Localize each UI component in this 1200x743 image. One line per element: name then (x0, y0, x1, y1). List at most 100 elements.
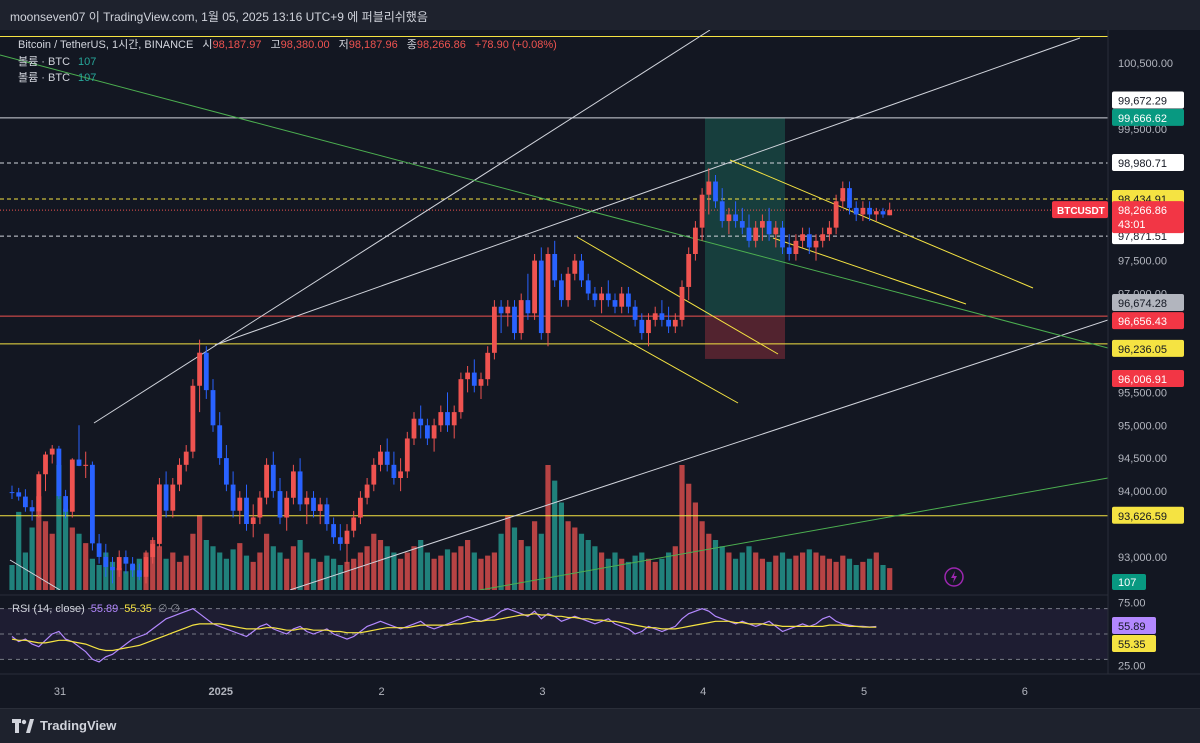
price-tag-label: 96,656.43 (1118, 316, 1167, 328)
candle (746, 227, 752, 241)
long-position-profit-zone[interactable] (705, 117, 785, 317)
candle (411, 418, 417, 439)
candle (143, 557, 149, 577)
candle (739, 221, 745, 228)
candle (599, 293, 604, 301)
candle (505, 306, 511, 314)
candle (652, 313, 658, 320)
trend-line[interactable] (93, 30, 711, 424)
trend-line[interactable] (576, 236, 779, 355)
volume-bar (304, 552, 310, 590)
candle (116, 557, 122, 571)
volume-bar (183, 555, 189, 590)
candle (130, 563, 135, 571)
candle (498, 306, 504, 314)
price-tag[interactable] (1112, 293, 1184, 311)
trend-line[interactable] (214, 37, 1081, 346)
candle (136, 570, 142, 577)
volume-bar (545, 465, 551, 590)
volume-bar (123, 571, 129, 590)
volume-bar (130, 565, 136, 590)
tradingview-logo[interactable]: TradingView (12, 718, 116, 733)
price-tag[interactable] (1112, 154, 1184, 172)
volume-bar (518, 540, 524, 590)
candle (672, 319, 678, 327)
volume-layer (9, 465, 893, 590)
volume-bar (310, 558, 317, 590)
volume-bar (565, 521, 571, 590)
volume-bar (846, 558, 853, 590)
volume-bar (659, 558, 665, 590)
chart[interactable]: 100,500.00100,000.0099,500.0097,500.0097… (0, 30, 1200, 708)
rsi-ma-line (11, 613, 877, 652)
candle (639, 319, 645, 334)
volume-bar (679, 465, 685, 590)
price-tag[interactable] (1112, 108, 1184, 126)
candle (572, 260, 578, 274)
volume-bar (150, 540, 156, 590)
candle (760, 221, 765, 228)
time-tick-label: 2 (379, 686, 385, 698)
volume-bar (411, 546, 417, 590)
trend-line[interactable] (289, 319, 1108, 590)
volume-tag[interactable] (1112, 574, 1146, 590)
current-price-tag[interactable] (1112, 201, 1184, 234)
price-tag[interactable] (1112, 339, 1184, 357)
candle (880, 211, 886, 215)
candle (264, 464, 269, 498)
volume-bar (652, 561, 658, 590)
volume-bar (458, 546, 464, 590)
long-position-loss-zone[interactable] (705, 316, 785, 359)
volume-bar (337, 565, 343, 590)
symbol-tag-label: BTCUSDT (1057, 206, 1105, 217)
trend-line[interactable] (589, 319, 739, 404)
volume-bar (96, 565, 102, 590)
candle (96, 543, 102, 557)
price-tag[interactable] (1112, 369, 1184, 387)
alert-lightning-icon[interactable] (944, 567, 964, 587)
volume-bar (820, 555, 826, 590)
volume-bar (331, 558, 337, 590)
candle (217, 425, 223, 459)
volume-bar (163, 558, 169, 590)
rsi-tag[interactable] (1112, 635, 1156, 652)
candle (840, 188, 846, 202)
trend-lines (0, 30, 1108, 590)
candle (713, 181, 718, 202)
candle (49, 448, 55, 455)
volume-bar (116, 568, 122, 590)
volume-bar (210, 546, 216, 590)
price-tag[interactable] (1112, 91, 1184, 109)
candle (686, 254, 692, 287)
trend-line[interactable] (9, 559, 61, 590)
candle (693, 227, 698, 254)
volume-bar (290, 546, 296, 590)
time-axis[interactable]: 31 2025 2 3 4 5 6 (0, 673, 1200, 698)
volume-bar (759, 558, 765, 590)
trend-line[interactable] (479, 477, 1108, 590)
candle (230, 484, 236, 511)
volume-bar (49, 533, 55, 590)
candle (733, 214, 738, 222)
price-axis[interactable]: 100,500.00100,000.0099,500.0097,500.0097… (1052, 30, 1200, 674)
price-tag[interactable] (1112, 312, 1184, 330)
candle (492, 306, 497, 353)
candle (317, 504, 323, 511)
trend-line[interactable] (0, 54, 1108, 349)
rsi-tag-label: 55.89 (1118, 621, 1146, 633)
volume-bar (351, 558, 357, 590)
trend-line[interactable] (729, 159, 1034, 289)
candle (163, 484, 169, 511)
price-tag[interactable] (1112, 506, 1184, 524)
candle (418, 418, 424, 426)
volume-bar (733, 558, 739, 590)
candle (384, 451, 390, 465)
symbol-tag[interactable] (1052, 201, 1108, 219)
trend-line[interactable] (772, 237, 967, 305)
candle (244, 497, 249, 524)
candle (351, 517, 357, 531)
rsi-tag[interactable] (1112, 617, 1156, 634)
candle (277, 491, 283, 518)
volume-bar (706, 533, 712, 590)
